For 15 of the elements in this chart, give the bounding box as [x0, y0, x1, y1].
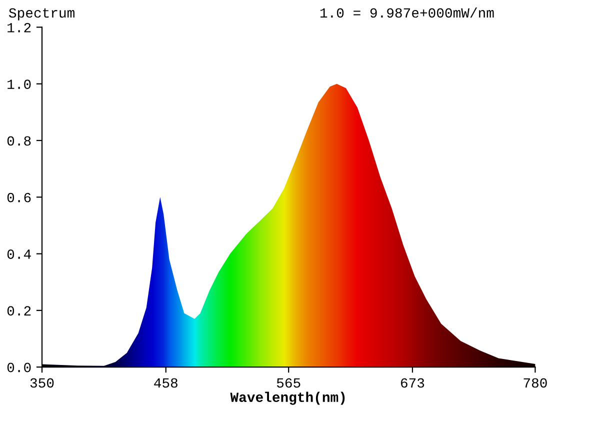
- y-tick-label: 1.2: [8, 22, 31, 32]
- x-tick-label: 780: [524, 378, 547, 388]
- x-tick-label: 350: [30, 378, 54, 388]
- y-tick-label: 0.0: [7, 362, 31, 372]
- x-tick-label: 565: [276, 378, 300, 388]
- y-axis-title: Spectrum: [9, 8, 74, 20]
- x-tick-label: 673: [400, 378, 424, 388]
- y-tick-label: 0.2: [7, 306, 31, 316]
- x-tick-label: 458: [154, 378, 178, 388]
- y-tick-label: 0.6: [7, 192, 31, 202]
- y-tick-label: 1.0: [8, 80, 31, 90]
- y-tick-label: 0.8: [7, 136, 31, 146]
- text: 1.0 = 9.987e+000mW/nm: [320, 7, 494, 18]
- y-tick-label: 0.4: [7, 250, 31, 259]
- x-axis-title: Wavelength(nm): [230, 392, 345, 405]
